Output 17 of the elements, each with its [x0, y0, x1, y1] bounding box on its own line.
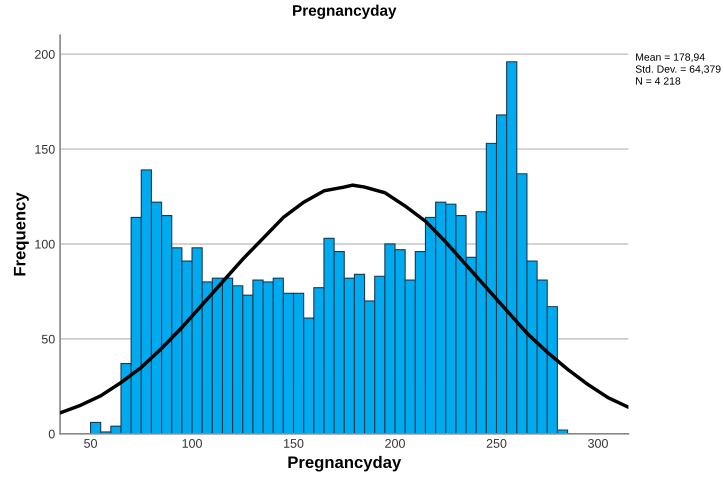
chart-title: Pregnancyday [293, 4, 396, 19]
y-axis-title: Frequency [14, 192, 29, 276]
x-tick-label: 300 [588, 438, 608, 448]
x-tick-label: 50 [84, 438, 97, 448]
x-tick-label: 250 [486, 438, 506, 448]
x-tick-label: 150 [284, 438, 304, 448]
y-tick-label: 200 [35, 50, 55, 59]
text: N = 4 218 [636, 77, 680, 85]
x-tick-label: 200 [385, 438, 405, 448]
y-tick-label: 50 [42, 334, 55, 344]
text: Std. Dev. = 64,379 [636, 65, 721, 74]
text: Mean = 178,94 [636, 53, 705, 62]
y-tick-label: 0 [48, 430, 55, 438]
x-axis-title: Pregnancyday [288, 456, 402, 472]
x-tick-label: 100 [182, 438, 202, 448]
y-tick-label: 150 [35, 144, 55, 154]
y-tick-label: 100 [35, 240, 55, 249]
